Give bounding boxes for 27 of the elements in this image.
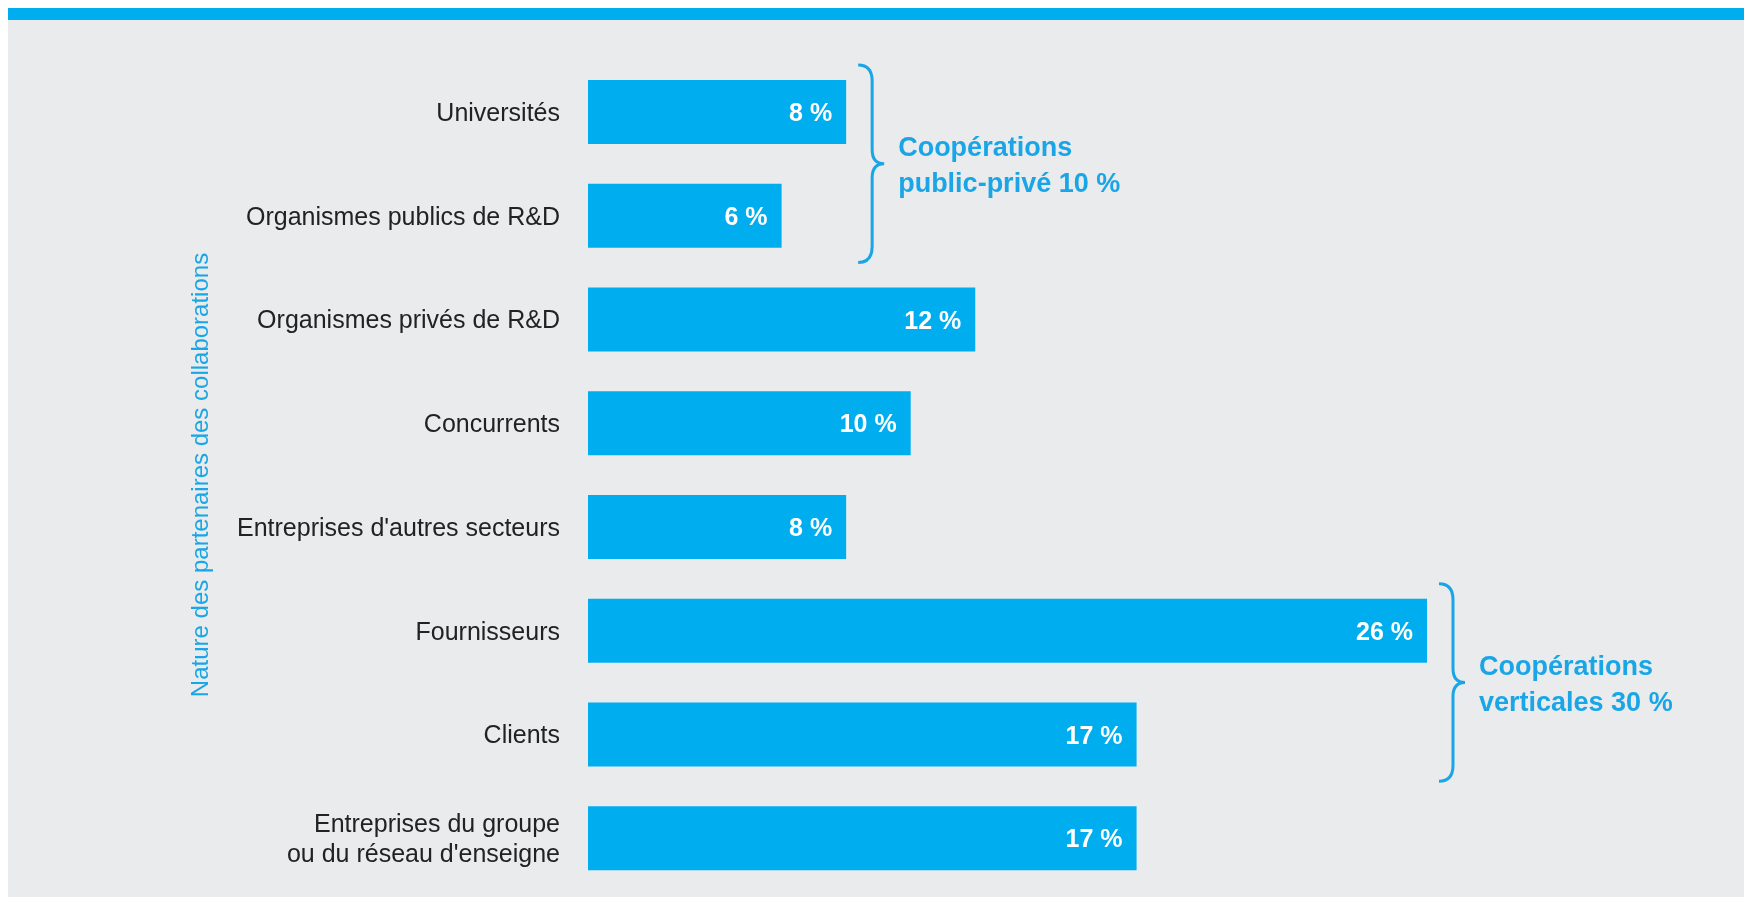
bar bbox=[588, 80, 847, 144]
y-tick-label: Organismes privés de R&D bbox=[257, 305, 560, 334]
data-label: 10 % bbox=[839, 409, 897, 438]
bar bbox=[588, 806, 1137, 871]
bar bbox=[588, 495, 847, 559]
data-label: 17 % bbox=[1065, 824, 1123, 853]
y-tick-label: Clients bbox=[483, 720, 560, 749]
data-label: 8 % bbox=[789, 98, 833, 126]
text: Coopérations verticales 30 % bbox=[1479, 650, 1673, 717]
bar bbox=[588, 702, 1137, 767]
data-label: 26 % bbox=[1356, 616, 1413, 645]
bar bbox=[588, 287, 976, 352]
bar bbox=[588, 183, 782, 248]
y-tick-label: Concurrents bbox=[423, 409, 560, 438]
y-tick-label: Entreprises d'autres secteurs bbox=[237, 512, 560, 541]
y-tick-label: Universités bbox=[436, 97, 560, 126]
data-label: 6 % bbox=[724, 201, 768, 230]
annotation: Coopérations public-privé 10 % bbox=[898, 131, 1121, 198]
y-tick-label: Organismes publics de R&D bbox=[245, 201, 560, 230]
y-tick-label: Entreprises du groupe ou du réseau d'enseigne bbox=[286, 809, 560, 868]
data-label: 12 % bbox=[904, 305, 962, 334]
data-label: 17 % bbox=[1065, 720, 1123, 749]
bar bbox=[588, 598, 1427, 663]
data-label: 8 % bbox=[789, 513, 833, 541]
y-axis-title: Nature des partenaires des collaborations bbox=[186, 252, 213, 698]
bar bbox=[588, 391, 911, 456]
y-tick-label: Fournisseurs bbox=[415, 616, 560, 645]
